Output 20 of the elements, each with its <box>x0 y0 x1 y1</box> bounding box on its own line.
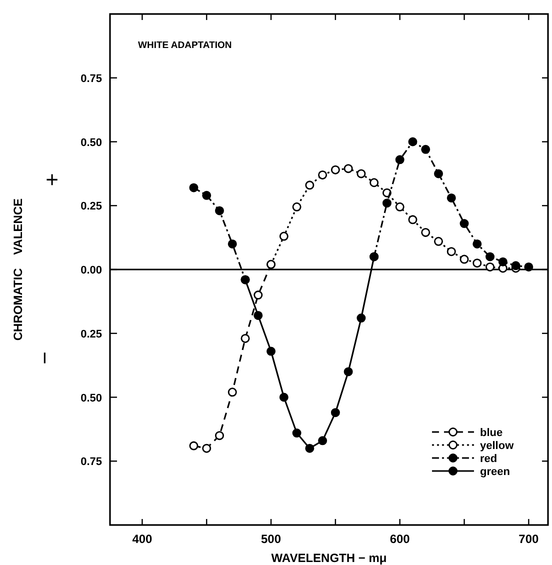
y-tick-label: 0.25 <box>80 328 102 340</box>
y-tick-label: 0.25 <box>80 200 102 213</box>
y-axis-title: CHROMATIC VALENCE <box>11 198 25 341</box>
text: − <box>32 352 57 364</box>
text: + <box>46 167 58 192</box>
y-tick-label: 0.50 <box>80 392 102 404</box>
x-tick-label: 400 <box>132 532 153 546</box>
y-tick-label: 0.75 <box>80 72 102 85</box>
legend-label: red <box>480 453 498 465</box>
y-tick-label: 0.00 <box>80 264 102 276</box>
x-tick-label: 600 <box>390 532 410 546</box>
y-tick-label: 0.75 <box>80 456 102 468</box>
x-tick-label: 500 <box>261 532 282 546</box>
legend-label: green <box>480 466 510 478</box>
annotation: WHITE ADAPTATION <box>138 40 232 51</box>
x-tick-label: 700 <box>518 532 540 546</box>
legend-label: yellow <box>480 440 514 452</box>
y-tick-label: 0.50 <box>80 136 102 149</box>
legend-label: blue <box>480 427 503 439</box>
x-axis-title: WAVELENGTH − mμ <box>271 551 387 565</box>
